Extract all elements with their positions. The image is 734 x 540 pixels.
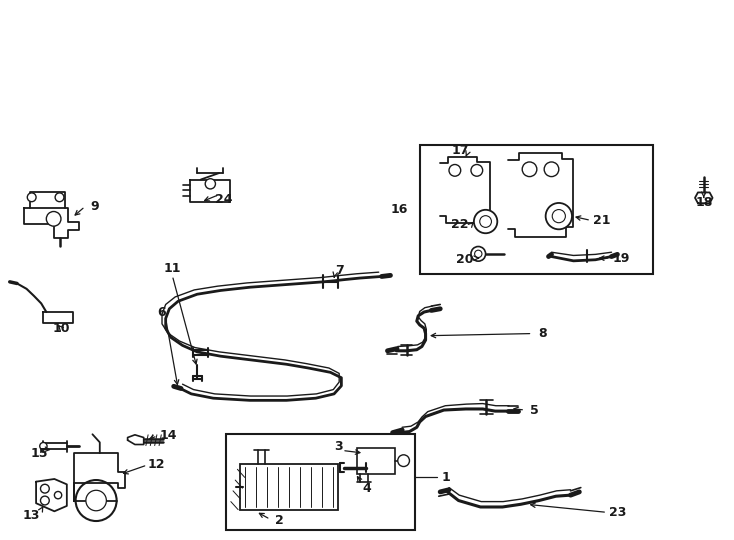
Text: 24: 24 [216,193,233,206]
Circle shape [522,162,537,177]
Circle shape [76,480,117,521]
Text: 20: 20 [457,253,474,266]
Bar [239,464,338,510]
Text: 17: 17 [451,144,469,157]
Bar [420,145,653,274]
Text: 2: 2 [275,514,283,527]
Text: 19: 19 [612,252,630,265]
Circle shape [471,247,486,261]
Text: 22: 22 [451,218,469,231]
Text: 4: 4 [363,482,371,495]
Circle shape [544,162,559,177]
Circle shape [40,442,47,450]
Text: 15: 15 [30,447,48,460]
Text: 5: 5 [529,403,538,416]
Text: 7: 7 [335,264,344,276]
Circle shape [40,496,49,505]
Circle shape [46,212,61,226]
Text: 11: 11 [164,262,181,275]
Text: 16: 16 [390,203,408,216]
Text: 23: 23 [608,506,626,519]
Circle shape [552,210,565,222]
Circle shape [474,210,498,233]
Text: 9: 9 [90,200,99,213]
Circle shape [480,215,492,227]
Text: 12: 12 [148,458,165,471]
Circle shape [206,179,216,189]
Text: 6: 6 [158,306,167,319]
Text: 8: 8 [539,327,547,340]
Circle shape [449,165,461,176]
Text: 21: 21 [592,214,610,227]
Bar [226,434,415,530]
Text: 13: 13 [23,509,40,522]
Circle shape [40,484,49,493]
Text: 1: 1 [442,471,451,484]
Circle shape [86,490,106,511]
Circle shape [545,203,572,230]
Text: 18: 18 [695,196,713,209]
Text: 14: 14 [159,429,177,442]
Circle shape [471,165,483,176]
Circle shape [27,193,36,201]
Text: 3: 3 [334,440,343,453]
Circle shape [475,250,482,258]
Circle shape [55,193,64,201]
Text: 10: 10 [52,322,70,335]
Circle shape [54,491,62,499]
Circle shape [398,455,410,467]
Bar [357,448,395,474]
